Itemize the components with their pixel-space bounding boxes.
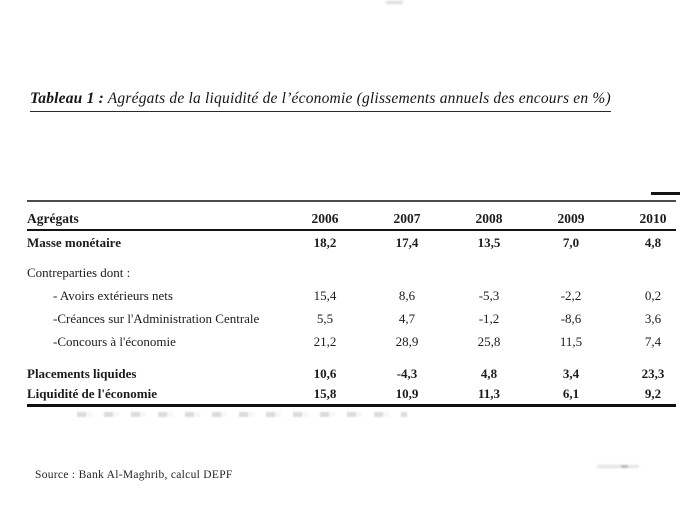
cell: 5,5 <box>316 311 334 326</box>
cell: 7,4 <box>644 334 662 349</box>
cell: -4,3 <box>396 366 418 381</box>
cell <box>448 261 530 284</box>
liquidity-table: Agrégats 2006 2007 2008 2009 2010 Masse … <box>27 192 680 407</box>
table-row: Masse monétaire 18,2 17,4 13,5 7,0 4,8 <box>27 231 682 254</box>
scan-smudge-top <box>386 1 403 4</box>
header-cell-2008: 2008 <box>475 210 503 226</box>
cell: 18,2 <box>313 235 337 250</box>
cell: 17,4 <box>395 235 419 250</box>
cell: 9,2 <box>644 386 662 401</box>
cell: 8,6 <box>398 288 416 303</box>
cell: 6,1 <box>562 386 580 401</box>
page-title: Tableau 1 : Agrégats de la liquidité de … <box>30 90 611 112</box>
header-cell-2009: 2009 <box>557 210 585 226</box>
table-header-row: Agrégats 2006 2007 2008 2009 2010 <box>27 202 682 229</box>
cell: 4,7 <box>398 311 416 326</box>
table-row: Liquidité de l'économie 15,8 10,9 11,3 6… <box>27 385 682 404</box>
cell: 21,2 <box>313 334 337 349</box>
row-label: -Créances sur l'Administration Centrale <box>53 311 260 326</box>
cell <box>530 261 612 284</box>
cell: 0,2 <box>644 288 662 303</box>
table-top-rule <box>27 192 680 202</box>
cell <box>284 261 366 284</box>
table-row: Contreparties dont : <box>27 261 682 284</box>
cell: -5,3 <box>478 288 500 303</box>
cell <box>366 261 448 284</box>
table-bottom-rule <box>27 404 676 407</box>
table-top-dash <box>651 192 680 195</box>
cell: 13,5 <box>477 235 501 250</box>
cell: 4,8 <box>644 235 662 250</box>
table-row: Placements liquides 10,6 -4,3 4,8 3,4 23… <box>27 362 682 385</box>
source-note: Source : Bank Al-Maghrib, calcul DEPF <box>35 469 233 481</box>
cell: 10,6 <box>313 366 337 381</box>
scan-smudge-bottom-1 <box>597 465 639 468</box>
cell: 15,8 <box>313 386 337 401</box>
cell: 11,5 <box>559 334 583 349</box>
row-label: Contreparties dont : <box>27 265 131 280</box>
cell: -1,2 <box>478 311 500 326</box>
cell: 7,0 <box>562 235 580 250</box>
row-label: Masse monétaire <box>27 235 121 250</box>
cell <box>612 261 682 284</box>
table-row: -Créances sur l'Administration Centrale … <box>27 307 682 330</box>
scan-smudge-bottom-2 <box>621 465 628 468</box>
cell: -2,2 <box>560 288 582 303</box>
header-cell-2006: 2006 <box>311 210 339 226</box>
table-caption-text: Agrégats de la liquidité de l’économie (… <box>103 90 611 107</box>
faded-text-artifact <box>77 412 407 417</box>
cell: 15,4 <box>313 288 337 303</box>
cell: 28,9 <box>395 334 419 349</box>
header-cell-2010: 2010 <box>639 210 667 226</box>
table-header-rule <box>27 228 676 231</box>
cell: -8,6 <box>560 311 582 326</box>
cell: 3,4 <box>562 366 580 381</box>
cell: 23,3 <box>641 366 665 381</box>
cell: 10,9 <box>395 386 419 401</box>
header-cell-agregats: Agrégats <box>27 210 79 226</box>
cell: 25,8 <box>477 334 501 349</box>
cell: 4,8 <box>480 366 498 381</box>
table-row: - Avoirs extérieurs nets 15,4 8,6 -5,3 -… <box>27 284 682 307</box>
row-label: Placements liquides <box>27 366 137 381</box>
table-row: -Concours à l'économie 21,2 28,9 25,8 11… <box>27 330 682 353</box>
header-cell-2007: 2007 <box>393 210 421 226</box>
cell: 3,6 <box>644 311 662 326</box>
cell: 11,3 <box>477 386 501 401</box>
table-caption-number: Tableau 1 : <box>30 90 104 107</box>
row-label: Liquidité de l'économie <box>27 386 157 401</box>
row-label: -Concours à l'économie <box>53 334 176 349</box>
row-label: - Avoirs extérieurs nets <box>53 288 173 303</box>
